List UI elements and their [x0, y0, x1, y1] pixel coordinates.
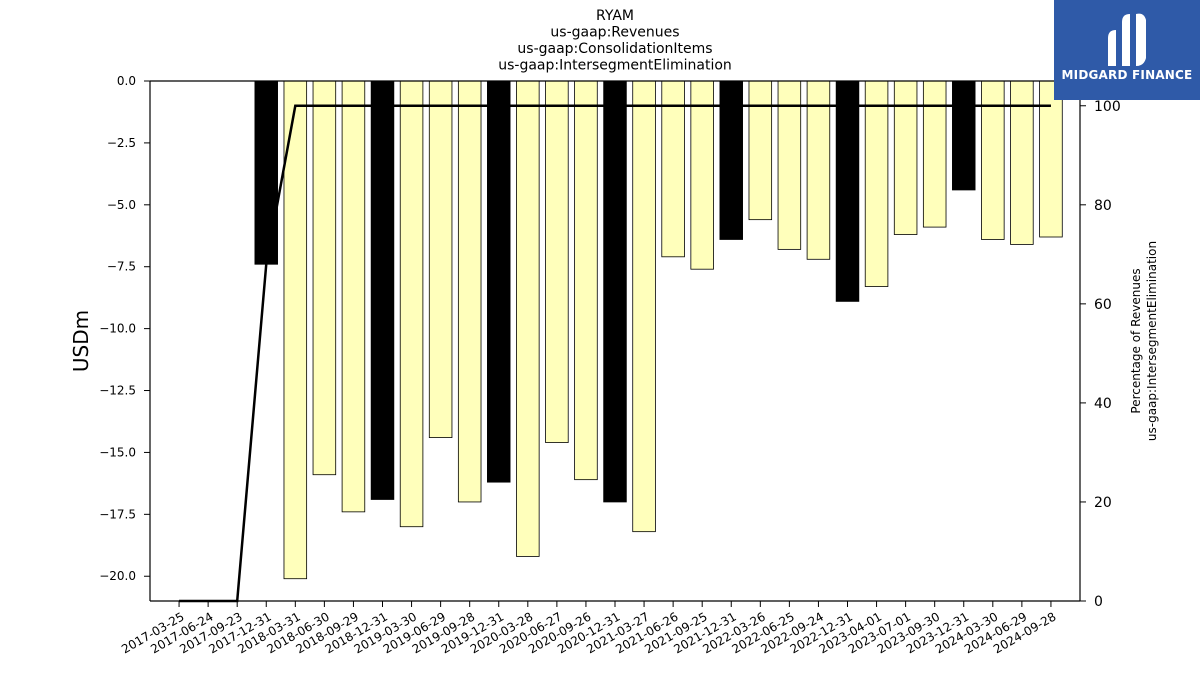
bar: [893, 80, 918, 235]
y-tick-label: −5.0: [107, 198, 136, 212]
bar: [748, 80, 773, 221]
y-right-tick-label: 80: [1094, 198, 1112, 214]
y-tick-label: −20.0: [99, 569, 136, 583]
y-right-tick-label: 60: [1094, 297, 1112, 313]
bar: [603, 80, 627, 503]
chart-title-line: us-gaap:Revenues: [550, 25, 679, 41]
y-right-tick-label: 20: [1094, 495, 1112, 511]
y-tick-label: −17.5: [99, 507, 136, 521]
bar: [545, 80, 569, 443]
bar: [516, 80, 540, 557]
chart-title-line: us-gaap:IntersegmentElimination: [498, 58, 732, 74]
bar: [922, 80, 947, 228]
y-tick-label: −2.5: [107, 136, 136, 150]
bar: [632, 80, 656, 533]
bar: [952, 80, 976, 191]
logo-text: MIDGARD FINANCE: [1061, 68, 1193, 82]
y-right-tick-label: 40: [1094, 396, 1112, 412]
bar: [487, 80, 511, 483]
chart-title-line: RYAM: [596, 8, 634, 24]
y-tick-label: −7.5: [107, 260, 136, 274]
bar: [574, 80, 598, 481]
y-right-tick-label: 100: [1094, 99, 1121, 115]
bar: [806, 80, 831, 260]
bar: [428, 80, 453, 438]
bar: [399, 80, 424, 528]
y-right-tick-label: 0: [1094, 594, 1103, 610]
percentage-line: [179, 104, 1051, 603]
bar: [254, 80, 278, 265]
y-tick-label: 0.0: [117, 74, 136, 88]
chart-title-line: us-gaap:ConsolidationItems: [517, 41, 712, 57]
bar: [312, 80, 337, 476]
y-tick-label: −12.5: [99, 384, 136, 398]
brand-logo: MIDGARD FINANCE: [1054, 0, 1200, 100]
bar: [457, 80, 482, 503]
bar: [1039, 80, 1063, 238]
y-axis-label: USDm: [69, 310, 93, 372]
y-right-axis-label: Percentage of Revenues: [1129, 268, 1143, 413]
bar: [835, 80, 860, 302]
bar: [661, 80, 685, 258]
bar: [864, 80, 889, 287]
bar: [341, 80, 366, 513]
bar: [690, 80, 714, 270]
y-tick-label: −10.0: [99, 322, 136, 336]
y-right-axis-label: us-gaap:IntersegmentElimination: [1145, 241, 1159, 441]
y-tick-label: −15.0: [99, 445, 136, 459]
logo-mark-icon: [1108, 13, 1146, 67]
bar: [370, 80, 395, 500]
